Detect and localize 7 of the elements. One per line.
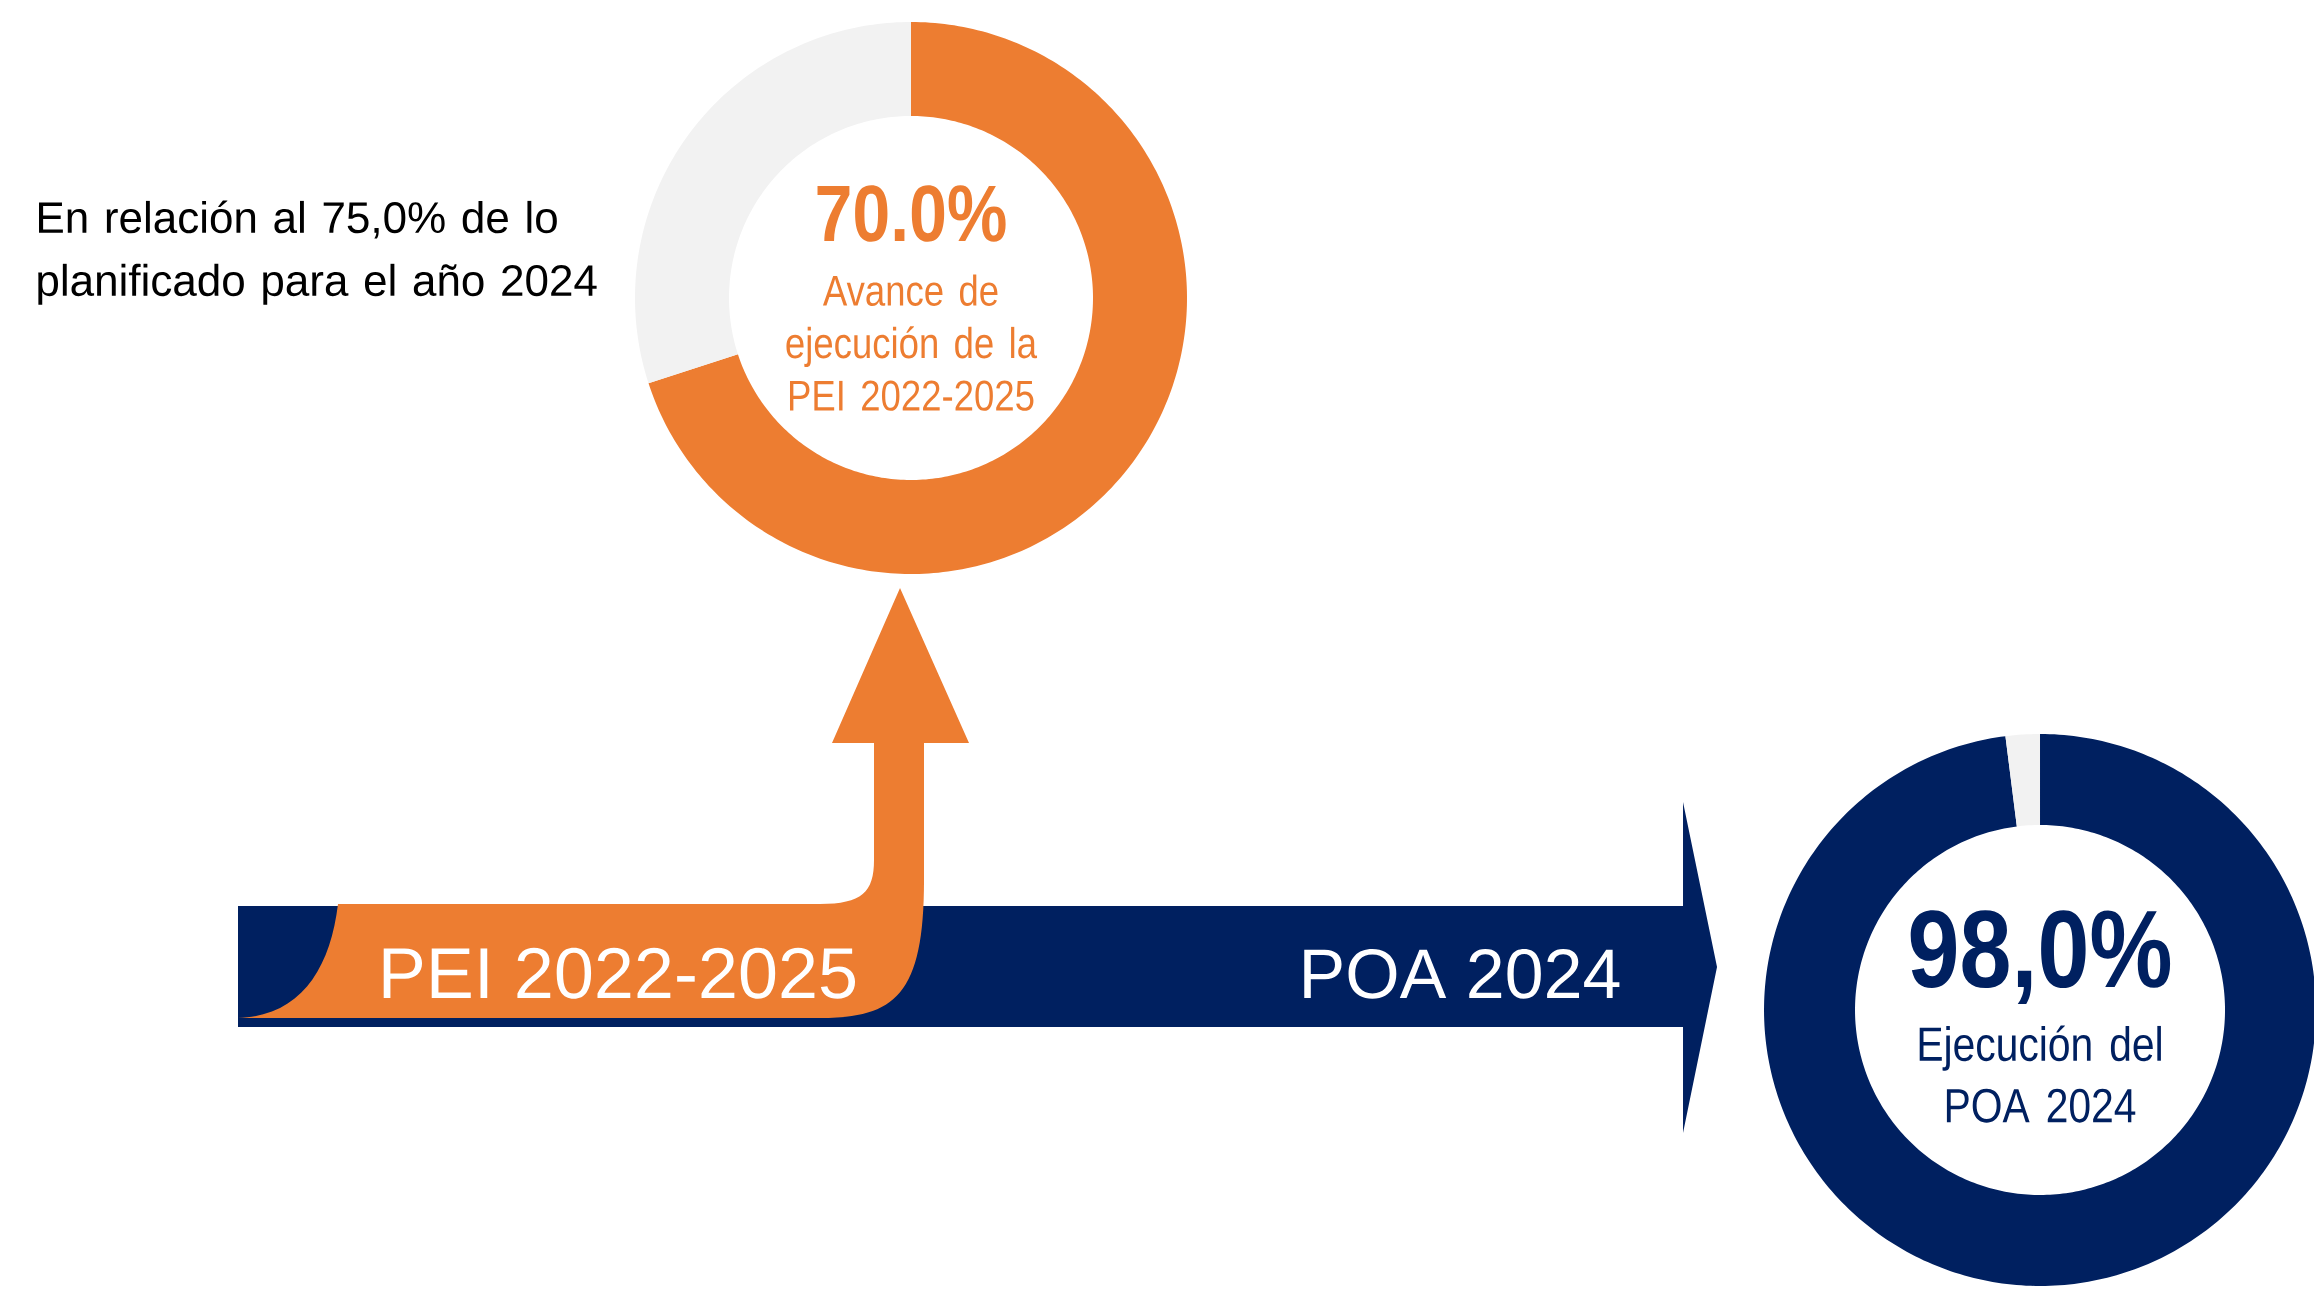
- text: Ejecución del POA 2024: [1919, 1025, 2161, 1123]
- text: POA 2024: [1304, 949, 1620, 999]
- data-label: 70.0%: [817, 185, 1006, 242]
- text: Avance de ejecución de la PEI 2022-2025: [786, 274, 1038, 411]
- text: PEI 2022-2025: [383, 947, 856, 999]
- text: En relación al 75,0% de lo planificado para el año 2024: [38, 200, 597, 305]
- data-label: 98,0%: [1910, 910, 2171, 1005]
